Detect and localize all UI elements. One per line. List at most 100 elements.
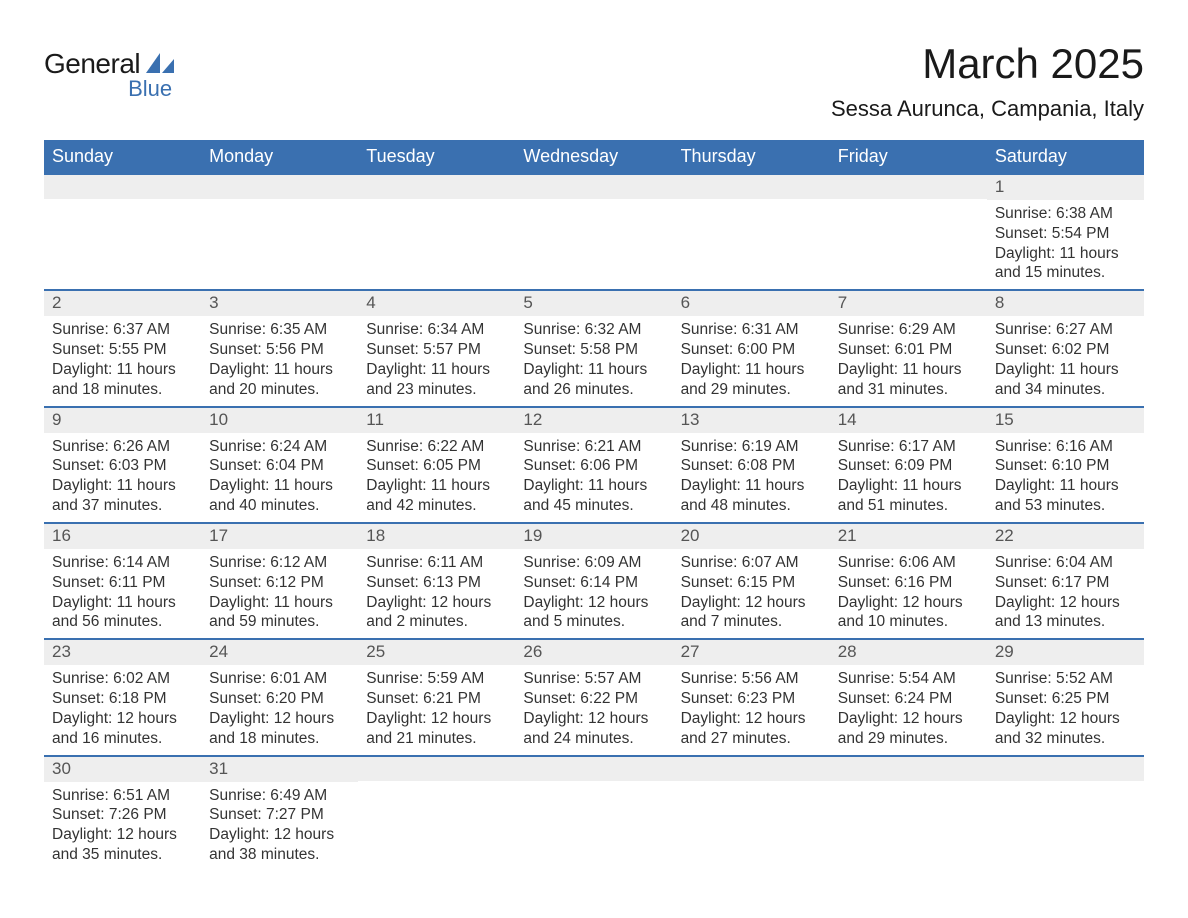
sunset-line: Sunset: 6:17 PM xyxy=(995,573,1136,593)
day-number-empty xyxy=(201,175,358,199)
sunrise-line: Sunrise: 6:21 AM xyxy=(523,437,664,457)
sunrise-line: Sunrise: 6:27 AM xyxy=(995,320,1136,340)
day-number: 27 xyxy=(673,640,830,665)
day-cell xyxy=(515,756,672,871)
day-number-empty xyxy=(358,175,515,199)
daylight-line: Daylight: 11 hours and 31 minutes. xyxy=(838,360,979,400)
day-cell: 14Sunrise: 6:17 AMSunset: 6:09 PMDayligh… xyxy=(830,407,987,523)
sunset-line: Sunset: 5:55 PM xyxy=(52,340,193,360)
page-title: March 2025 xyxy=(831,40,1144,88)
day-number: 24 xyxy=(201,640,358,665)
day-cell: 19Sunrise: 6:09 AMSunset: 6:14 PMDayligh… xyxy=(515,523,672,639)
day-header: Wednesday xyxy=(515,140,672,174)
daylight-line: Daylight: 11 hours and 15 minutes. xyxy=(995,244,1136,284)
day-cell: 12 Sunrise: 6:21 AMSunset: 6:06 PMDayligh… xyxy=(515,407,672,523)
sunset-line: Sunset: 6:24 PM xyxy=(838,689,979,709)
day-cell xyxy=(673,756,830,871)
daylight-line: Daylight: 11 hours and 59 minutes. xyxy=(209,593,350,633)
day-header-row: Sunday Monday Tuesday Wednesday Thursday… xyxy=(44,140,1144,174)
day-cell: 11Sunrise: 6:22 AMSunset: 6:05 PMDayligh… xyxy=(358,407,515,523)
day-data: Sunrise: 6:02 AMSunset: 6:18 PMDaylight:… xyxy=(44,665,201,754)
daylight-line: Daylight: 12 hours and 16 minutes. xyxy=(52,709,193,749)
daylight-line: Daylight: 11 hours and 53 minutes. xyxy=(995,476,1136,516)
day-number: 4 xyxy=(358,291,515,316)
day-cell: 9Sunrise: 6:26 AMSunset: 6:03 PMDaylight… xyxy=(44,407,201,523)
day-cell: 23Sunrise: 6:02 AMSunset: 6:18 PMDayligh… xyxy=(44,639,201,755)
day-data: Sunrise: 5:57 AMSunset: 6:22 PMDaylight:… xyxy=(515,665,672,754)
day-data: Sunrise: 6:06 AMSunset: 6:16 PMDaylight:… xyxy=(830,549,987,638)
day-data: Sunrise: 6:34 AMSunset: 5:57 PMDaylight:… xyxy=(358,316,515,405)
day-data: Sunrise: 5:59 AMSunset: 6:21 PMDaylight:… xyxy=(358,665,515,754)
day-cell xyxy=(44,174,201,290)
sunset-line: Sunset: 5:56 PM xyxy=(209,340,350,360)
sunrise-line: Sunrise: 6:07 AM xyxy=(681,553,822,573)
day-data: Sunrise: 5:52 AMSunset: 6:25 PMDaylight:… xyxy=(987,665,1144,754)
day-header: Saturday xyxy=(987,140,1144,174)
sunrise-line: Sunrise: 5:59 AM xyxy=(366,669,507,689)
sunset-line: Sunset: 6:22 PM xyxy=(523,689,664,709)
daylight-line: Daylight: 12 hours and 21 minutes. xyxy=(366,709,507,749)
daylight-line: Daylight: 12 hours and 10 minutes. xyxy=(838,593,979,633)
sunrise-line: Sunrise: 5:57 AM xyxy=(523,669,664,689)
day-cell: 20Sunrise: 6:07 AMSunset: 6:15 PMDayligh… xyxy=(673,523,830,639)
sunrise-line: Sunrise: 6:01 AM xyxy=(209,669,350,689)
sunrise-line: Sunrise: 6:22 AM xyxy=(366,437,507,457)
sunrise-line: Sunrise: 6:09 AM xyxy=(523,553,664,573)
sunset-line: Sunset: 6:01 PM xyxy=(838,340,979,360)
day-cell: 4Sunrise: 6:34 AMSunset: 5:57 PMDaylight… xyxy=(358,290,515,406)
sunrise-line: Sunrise: 6:06 AM xyxy=(838,553,979,573)
day-cell: 30Sunrise: 6:51 AMSunset: 7:26 PMDayligh… xyxy=(44,756,201,871)
sunrise-line: Sunrise: 5:52 AM xyxy=(995,669,1136,689)
sunset-line: Sunset: 6:06 PM xyxy=(523,456,664,476)
day-data: Sunrise: 6:04 AMSunset: 6:17 PMDaylight:… xyxy=(987,549,1144,638)
day-number: 12 xyxy=(515,408,672,433)
sunset-line: Sunset: 6:04 PM xyxy=(209,456,350,476)
day-number: 5 xyxy=(515,291,672,316)
sunrise-line: Sunrise: 6:19 AM xyxy=(681,437,822,457)
day-number: 1 xyxy=(987,175,1144,200)
daylight-line: Daylight: 11 hours and 23 minutes. xyxy=(366,360,507,400)
daylight-line: Daylight: 12 hours and 24 minutes. xyxy=(523,709,664,749)
day-data: Sunrise: 6:09 AMSunset: 6:14 PMDaylight:… xyxy=(515,549,672,638)
sunset-line: Sunset: 6:23 PM xyxy=(681,689,822,709)
day-number-empty xyxy=(358,757,515,781)
day-cell: 17Sunrise: 6:12 AMSunset: 6:12 PMDayligh… xyxy=(201,523,358,639)
day-data: Sunrise: 6:01 AMSunset: 6:20 PMDaylight:… xyxy=(201,665,358,754)
sunrise-line: Sunrise: 6:11 AM xyxy=(366,553,507,573)
sunset-line: Sunset: 6:14 PM xyxy=(523,573,664,593)
sunrise-line: Sunrise: 6:37 AM xyxy=(52,320,193,340)
day-cell: 7Sunrise: 6:29 AMSunset: 6:01 PMDaylight… xyxy=(830,290,987,406)
day-number: 2 xyxy=(44,291,201,316)
week-row: 16Sunrise: 6:14 AMSunset: 6:11 PMDayligh… xyxy=(44,523,1144,639)
daylight-line: Daylight: 11 hours and 29 minutes. xyxy=(681,360,822,400)
day-data: Sunrise: 6:38 AMSunset: 5:54 PMDaylight:… xyxy=(987,200,1144,289)
day-data: Sunrise: 5:56 AMSunset: 6:23 PMDaylight:… xyxy=(673,665,830,754)
day-data: Sunrise: 6:27 AMSunset: 6:02 PMDaylight:… xyxy=(987,316,1144,405)
day-cell: 27Sunrise: 5:56 AMSunset: 6:23 PMDayligh… xyxy=(673,639,830,755)
sunrise-line: Sunrise: 6:51 AM xyxy=(52,786,193,806)
day-number-empty xyxy=(515,175,672,199)
sunrise-line: Sunrise: 6:38 AM xyxy=(995,204,1136,224)
day-cell: 10Sunrise: 6:24 AMSunset: 6:04 PMDayligh… xyxy=(201,407,358,523)
day-cell: 5Sunrise: 6:32 AMSunset: 5:58 PMDaylight… xyxy=(515,290,672,406)
day-number: 9 xyxy=(44,408,201,433)
day-cell: 28Sunrise: 5:54 AMSunset: 6:24 PMDayligh… xyxy=(830,639,987,755)
daylight-line: Daylight: 12 hours and 18 minutes. xyxy=(209,709,350,749)
sunrise-line: Sunrise: 6:17 AM xyxy=(838,437,979,457)
day-number: 25 xyxy=(358,640,515,665)
day-cell: 1Sunrise: 6:38 AMSunset: 5:54 PMDaylight… xyxy=(987,174,1144,290)
day-cell: 21Sunrise: 6:06 AMSunset: 6:16 PMDayligh… xyxy=(830,523,987,639)
sunrise-line: Sunrise: 5:56 AM xyxy=(681,669,822,689)
day-number: 18 xyxy=(358,524,515,549)
logo: General Blue xyxy=(44,48,174,102)
day-cell: 25Sunrise: 5:59 AMSunset: 6:21 PMDayligh… xyxy=(358,639,515,755)
daylight-line: Daylight: 12 hours and 27 minutes. xyxy=(681,709,822,749)
day-cell: 2Sunrise: 6:37 AMSunset: 5:55 PMDaylight… xyxy=(44,290,201,406)
sunset-line: Sunset: 6:15 PM xyxy=(681,573,822,593)
day-number: 13 xyxy=(673,408,830,433)
sunset-line: Sunset: 6:18 PM xyxy=(52,689,193,709)
day-data: Sunrise: 6:24 AMSunset: 6:04 PMDaylight:… xyxy=(201,433,358,522)
day-number: 22 xyxy=(987,524,1144,549)
daylight-line: Daylight: 11 hours and 45 minutes. xyxy=(523,476,664,516)
sunset-line: Sunset: 6:25 PM xyxy=(995,689,1136,709)
